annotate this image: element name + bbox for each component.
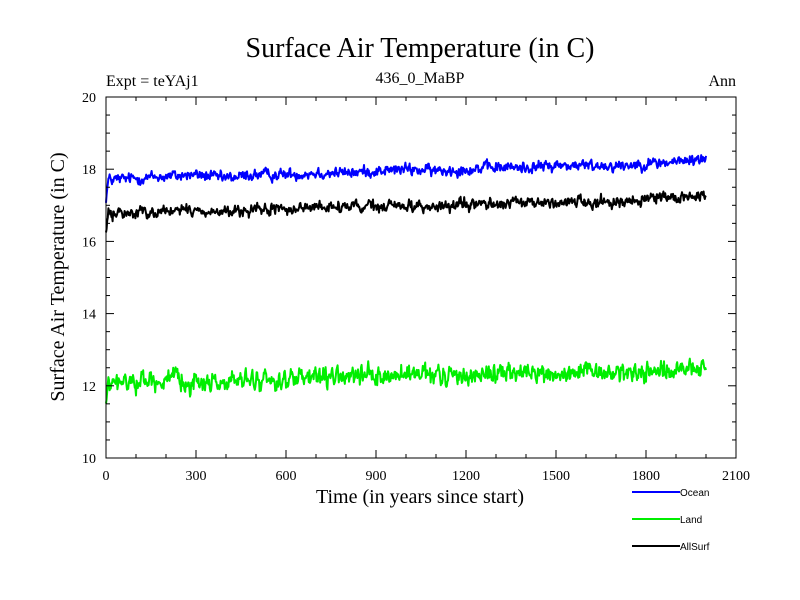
experiment-label: Expt = teYAj1 [106, 73, 199, 90]
y-axis-label: Surface Air Temperature (in C) [47, 152, 69, 401]
series-group [105, 154, 707, 404]
y-tick-label: 20 [82, 91, 96, 106]
x-tick-label: 2100 [722, 469, 750, 484]
legend-label-allsurf: AllSurf [680, 542, 710, 553]
legend: Ocean Land AllSurf [632, 488, 710, 553]
series-line-allsurf [105, 190, 707, 233]
x-tick-label: 1200 [452, 469, 480, 484]
x-tick-label: 600 [276, 469, 297, 484]
series-line-ocean [105, 154, 707, 203]
chart-title: Surface Air Temperature (in C) [246, 33, 595, 64]
period-label: 436_0_MaBP [376, 70, 465, 87]
axes-group: 0 300 600 900 1200 1500 1800 2100 10 12 14 16 18 20 [82, 91, 750, 484]
legend-label-land: Land [680, 515, 702, 526]
season-label: Ann [708, 73, 736, 90]
y-tick-label: 10 [82, 452, 96, 467]
x-axis-label: Time (in years since start) [316, 486, 524, 508]
y-tick-label: 16 [82, 235, 96, 250]
plot-frame [105, 96, 737, 459]
series-line-land [105, 357, 707, 404]
y-tick-label: 12 [82, 380, 96, 395]
x-tick-label: 1800 [632, 469, 660, 484]
legend-label-ocean: Ocean [680, 488, 709, 499]
y-tick-label: 18 [82, 163, 96, 178]
x-tick-label: 1500 [542, 469, 570, 484]
x-tick-label: 300 [186, 469, 207, 484]
x-tick-label: 0 [103, 469, 110, 484]
x-tick-label: 900 [366, 469, 387, 484]
y-tick-label: 14 [82, 308, 96, 323]
